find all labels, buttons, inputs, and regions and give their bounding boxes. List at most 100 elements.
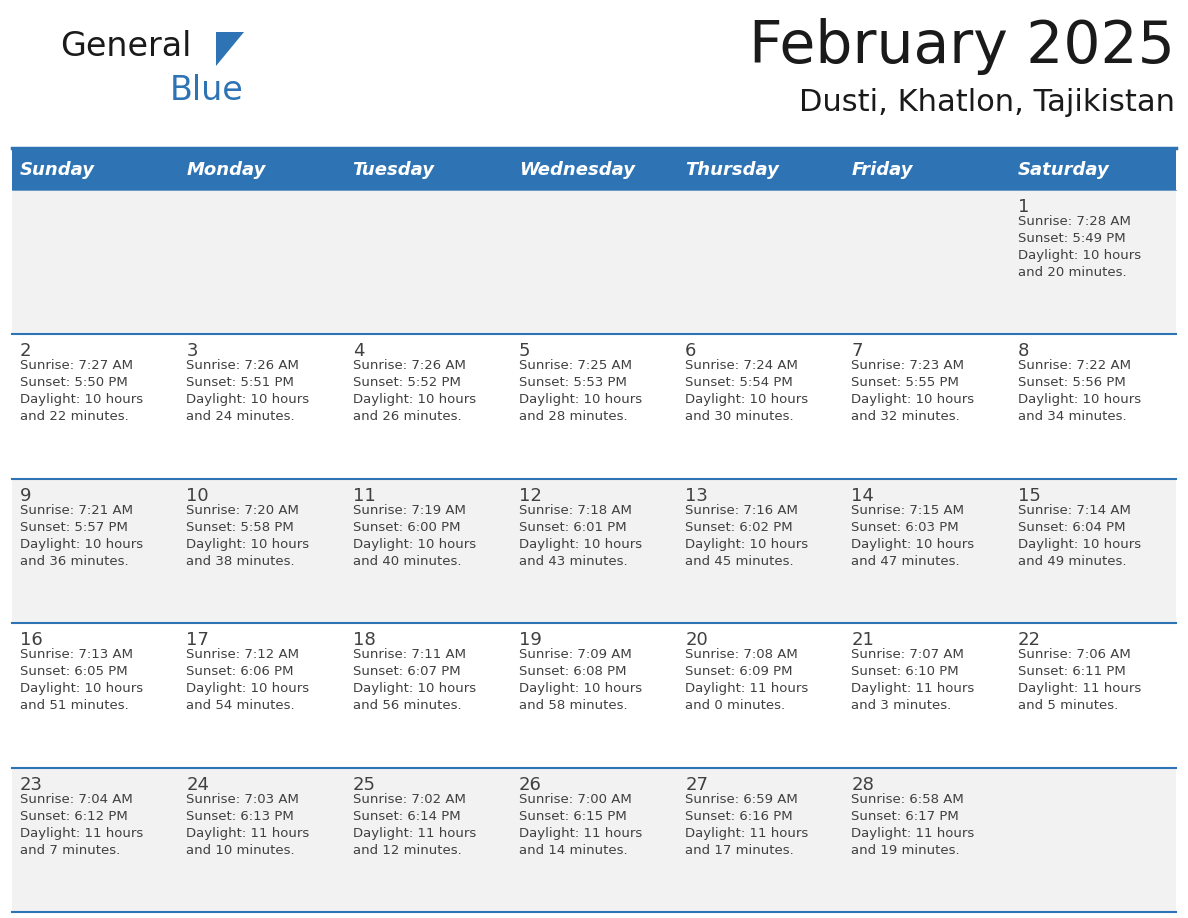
Text: Sunset: 6:01 PM: Sunset: 6:01 PM <box>519 521 626 533</box>
Bar <box>843 623 1010 767</box>
Text: 14: 14 <box>852 487 874 505</box>
Text: and 28 minutes.: and 28 minutes. <box>519 410 627 423</box>
Text: Sunset: 5:53 PM: Sunset: 5:53 PM <box>519 376 627 389</box>
Text: Daylight: 10 hours: Daylight: 10 hours <box>685 394 808 407</box>
Text: Sunset: 6:17 PM: Sunset: 6:17 PM <box>852 810 959 823</box>
Text: Sunrise: 7:14 AM: Sunrise: 7:14 AM <box>1018 504 1131 517</box>
Text: Daylight: 10 hours: Daylight: 10 hours <box>852 538 974 551</box>
Text: Tuesday: Tuesday <box>353 161 435 179</box>
Text: Sunset: 5:52 PM: Sunset: 5:52 PM <box>353 376 461 389</box>
Text: Daylight: 10 hours: Daylight: 10 hours <box>353 682 475 695</box>
Text: and 49 minutes.: and 49 minutes. <box>1018 554 1126 568</box>
Text: 12: 12 <box>519 487 542 505</box>
Text: 17: 17 <box>187 632 209 649</box>
Text: Sunset: 6:09 PM: Sunset: 6:09 PM <box>685 666 792 678</box>
Bar <box>843 190 1010 334</box>
Bar <box>511 190 677 334</box>
Text: Daylight: 10 hours: Daylight: 10 hours <box>353 538 475 551</box>
Text: Sunrise: 7:09 AM: Sunrise: 7:09 AM <box>519 648 632 661</box>
Text: and 51 minutes.: and 51 minutes. <box>20 700 128 712</box>
Text: February 2025: February 2025 <box>750 18 1175 75</box>
Text: 16: 16 <box>20 632 43 649</box>
Text: Sunrise: 7:23 AM: Sunrise: 7:23 AM <box>852 360 965 373</box>
Text: Daylight: 10 hours: Daylight: 10 hours <box>1018 249 1140 262</box>
Text: Daylight: 10 hours: Daylight: 10 hours <box>519 394 642 407</box>
Text: and 10 minutes.: and 10 minutes. <box>187 844 295 856</box>
Text: Sunset: 6:00 PM: Sunset: 6:00 PM <box>353 521 460 533</box>
Text: and 36 minutes.: and 36 minutes. <box>20 554 128 568</box>
Text: 15: 15 <box>1018 487 1041 505</box>
Text: Sunrise: 7:08 AM: Sunrise: 7:08 AM <box>685 648 798 661</box>
Text: and 40 minutes.: and 40 minutes. <box>353 554 461 568</box>
Polygon shape <box>216 32 244 66</box>
Text: Dusti, Khatlon, Tajikistan: Dusti, Khatlon, Tajikistan <box>800 88 1175 117</box>
Text: and 0 minutes.: and 0 minutes. <box>685 700 785 712</box>
Bar <box>843 767 1010 912</box>
Text: Sunset: 6:06 PM: Sunset: 6:06 PM <box>187 666 293 678</box>
Text: Daylight: 11 hours: Daylight: 11 hours <box>852 826 974 840</box>
Text: and 20 minutes.: and 20 minutes. <box>1018 266 1126 279</box>
Text: Daylight: 11 hours: Daylight: 11 hours <box>20 826 144 840</box>
Text: Sunset: 6:07 PM: Sunset: 6:07 PM <box>353 666 460 678</box>
Text: Sunset: 5:49 PM: Sunset: 5:49 PM <box>1018 232 1125 245</box>
Text: Sunset: 5:56 PM: Sunset: 5:56 PM <box>1018 376 1125 389</box>
Text: Monday: Monday <box>187 161 266 179</box>
Text: Daylight: 11 hours: Daylight: 11 hours <box>519 826 642 840</box>
Text: 7: 7 <box>852 342 862 361</box>
Text: Sunrise: 7:07 AM: Sunrise: 7:07 AM <box>852 648 965 661</box>
Text: 28: 28 <box>852 776 874 793</box>
Text: Sunset: 5:54 PM: Sunset: 5:54 PM <box>685 376 792 389</box>
Text: Daylight: 11 hours: Daylight: 11 hours <box>1018 682 1140 695</box>
Text: and 58 minutes.: and 58 minutes. <box>519 700 627 712</box>
Text: 25: 25 <box>353 776 375 793</box>
Text: Daylight: 10 hours: Daylight: 10 hours <box>20 682 143 695</box>
Bar <box>1010 623 1176 767</box>
Text: Sunrise: 7:03 AM: Sunrise: 7:03 AM <box>187 792 299 806</box>
Text: and 26 minutes.: and 26 minutes. <box>353 410 461 423</box>
Text: Sunset: 6:16 PM: Sunset: 6:16 PM <box>685 810 792 823</box>
Bar <box>677 479 843 623</box>
Bar <box>12 479 178 623</box>
Text: Daylight: 10 hours: Daylight: 10 hours <box>1018 538 1140 551</box>
Text: Sunset: 6:12 PM: Sunset: 6:12 PM <box>20 810 128 823</box>
Bar <box>345 150 511 190</box>
Text: 21: 21 <box>852 632 874 649</box>
Text: Daylight: 10 hours: Daylight: 10 hours <box>852 394 974 407</box>
Bar <box>1010 334 1176 479</box>
Text: Sunset: 6:11 PM: Sunset: 6:11 PM <box>1018 666 1125 678</box>
Bar <box>178 623 345 767</box>
Text: Daylight: 10 hours: Daylight: 10 hours <box>187 538 309 551</box>
Text: 4: 4 <box>353 342 364 361</box>
Text: and 3 minutes.: and 3 minutes. <box>852 700 952 712</box>
Text: and 5 minutes.: and 5 minutes. <box>1018 700 1118 712</box>
Bar <box>12 190 178 334</box>
Bar <box>178 190 345 334</box>
Text: and 12 minutes.: and 12 minutes. <box>353 844 461 856</box>
Text: General: General <box>61 30 191 63</box>
Text: Sunrise: 7:00 AM: Sunrise: 7:00 AM <box>519 792 632 806</box>
Bar <box>511 334 677 479</box>
Text: 6: 6 <box>685 342 696 361</box>
Bar <box>345 479 511 623</box>
Text: 10: 10 <box>187 487 209 505</box>
Text: Daylight: 11 hours: Daylight: 11 hours <box>353 826 476 840</box>
Bar <box>843 334 1010 479</box>
Text: Sunrise: 7:21 AM: Sunrise: 7:21 AM <box>20 504 133 517</box>
Text: and 45 minutes.: and 45 minutes. <box>685 554 794 568</box>
Text: Sunrise: 7:25 AM: Sunrise: 7:25 AM <box>519 360 632 373</box>
Bar <box>345 190 511 334</box>
Text: Sunrise: 7:22 AM: Sunrise: 7:22 AM <box>1018 360 1131 373</box>
Bar <box>843 150 1010 190</box>
Bar <box>511 767 677 912</box>
Text: Friday: Friday <box>852 161 912 179</box>
Text: 3: 3 <box>187 342 197 361</box>
Text: Sunset: 6:04 PM: Sunset: 6:04 PM <box>1018 521 1125 533</box>
Text: Sunset: 6:15 PM: Sunset: 6:15 PM <box>519 810 626 823</box>
Text: 19: 19 <box>519 632 542 649</box>
Bar <box>1010 190 1176 334</box>
Text: Daylight: 10 hours: Daylight: 10 hours <box>353 394 475 407</box>
Text: 9: 9 <box>20 487 32 505</box>
Text: 11: 11 <box>353 487 375 505</box>
Text: Sunrise: 7:24 AM: Sunrise: 7:24 AM <box>685 360 798 373</box>
Text: Sunrise: 7:11 AM: Sunrise: 7:11 AM <box>353 648 466 661</box>
